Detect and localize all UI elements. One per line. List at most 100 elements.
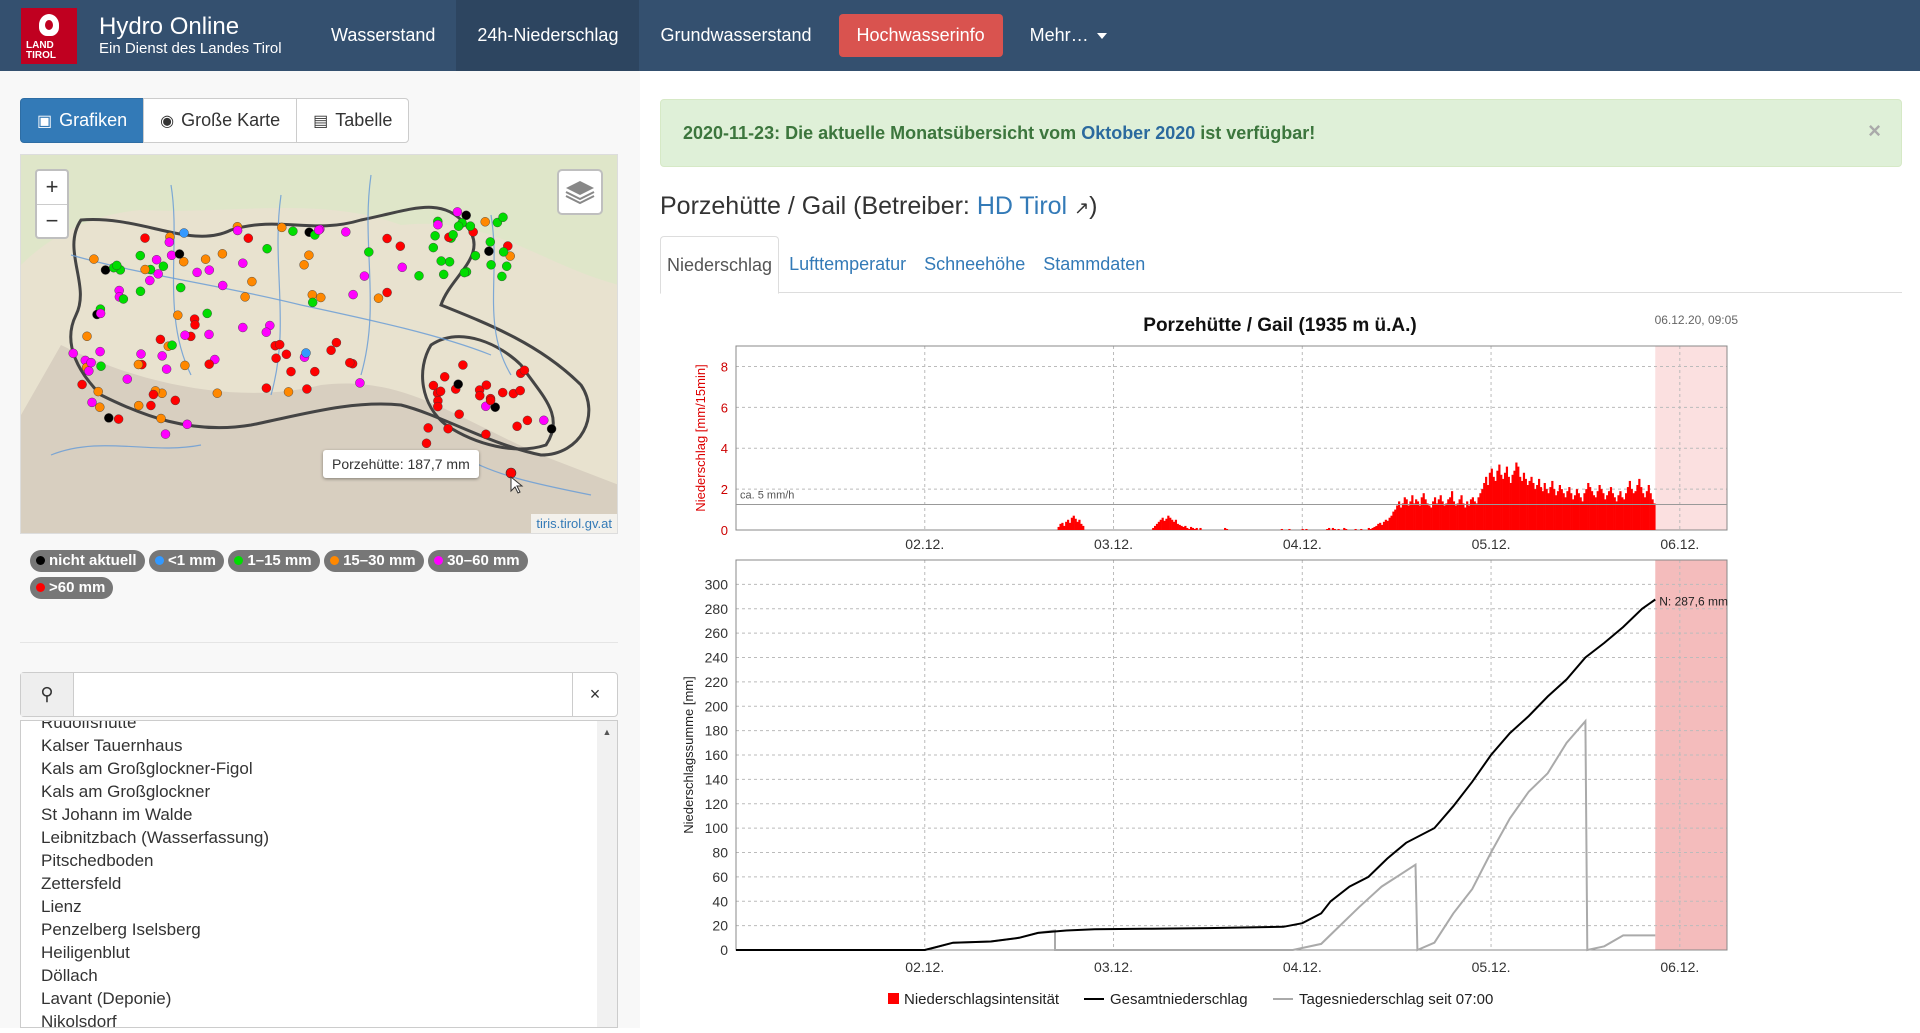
station-marker [140, 264, 150, 275]
precip-bar [1636, 485, 1639, 530]
nav-24h-niederschlag[interactable]: 24h-Niederschlag [456, 0, 640, 71]
nav-wasserstand[interactable]: Wasserstand [331, 25, 436, 45]
station-list-item[interactable]: St Johann im Walde [41, 805, 193, 824]
search-icon: ⚲ [21, 673, 74, 716]
station-marker [454, 409, 464, 419]
precip-bar [1388, 517, 1391, 530]
search-input[interactable] [74, 673, 572, 716]
station-marker [247, 276, 257, 287]
precip-bar [1647, 485, 1650, 530]
zoom-in-button[interactable]: + [45, 174, 59, 199]
precip-bar [1594, 497, 1597, 530]
precip-bar [1541, 491, 1544, 530]
precip-bar [1560, 489, 1563, 530]
station-marker [204, 329, 214, 340]
map-attribution-link[interactable]: tiris.tirol.gv.at [531, 514, 617, 533]
station-list-scrollbar[interactable]: ▲ [597, 721, 617, 1027]
station-list-item[interactable]: Kalser Tauernhaus [41, 736, 183, 755]
precip-bar [1481, 489, 1484, 530]
y-tick-label-bottom: 20 [712, 918, 728, 934]
station-marker [539, 415, 549, 425]
precip-bar [1172, 521, 1176, 530]
alert-date: 2020-11-23: [683, 122, 781, 143]
nav-hochwasserinfo[interactable]: Hochwasserinfo [838, 14, 1003, 57]
station-marker [314, 225, 324, 235]
station-marker [435, 386, 446, 397]
station-marker [546, 424, 557, 434]
precip-bar [1509, 482, 1512, 530]
clear-search-button[interactable]: × [572, 673, 617, 716]
globe-icon: ◉ [160, 112, 175, 130]
scroll-up-icon[interactable]: ▲ [602, 727, 612, 737]
station-list[interactable]: Rudolfshütte Kalser Tauernhaus Kals am Gro… [20, 720, 618, 1028]
precip-bar [1224, 527, 1227, 530]
operator-link[interactable]: HD Tirol [976, 192, 1068, 220]
station-list-item[interactable]: Penzelberg Iselsberg [41, 920, 201, 939]
grafiken-button[interactable]: ▣ Grafiken [20, 98, 145, 143]
station-marker [204, 265, 215, 275]
precip-bar [1399, 507, 1403, 530]
station-map[interactable]: + − Porzehütte: 187,7 mm tiris.tirol.gv.… [20, 154, 618, 534]
alert-link-oktober[interactable]: Oktober 2020 [1081, 122, 1196, 143]
tab-schneehoehe[interactable]: Schneehöhe [924, 254, 1026, 274]
precip-bar [1452, 501, 1456, 530]
precip-bar [1626, 487, 1630, 530]
station-list-item[interactable]: Leibnitzbach (Wasserfassung) [41, 828, 270, 847]
station-marker [502, 261, 512, 271]
station-list-item[interactable]: Lienz [41, 897, 82, 916]
station-list-item[interactable]: Rudolfshütte [41, 720, 137, 732]
station-list-item[interactable]: Lavant (Deponie) [41, 989, 172, 1008]
layers-button[interactable] [557, 169, 603, 215]
precip-bar [1449, 497, 1452, 530]
map-canvas[interactable] [21, 155, 618, 534]
y-tick-label-bottom: 120 [705, 796, 729, 812]
mouse-cursor-icon [510, 475, 524, 494]
legend-badge-15-30: 15–30 mm [324, 550, 424, 572]
brand[interactable]: LAND TIROL Hydro Online Ein Dienst des L… [0, 0, 310, 71]
precip-bar [1606, 495, 1609, 530]
station-list-item[interactable]: Kals am Großglockner-Figol [41, 759, 253, 778]
grosse-karte-button[interactable]: ◉ Große Karte [143, 98, 298, 143]
tabelle-button[interactable]: ▤ Tabelle [296, 98, 410, 143]
precip-bar [1587, 482, 1590, 530]
alert-close-button[interactable]: × [1868, 118, 1881, 143]
precip-bar [1418, 505, 1422, 530]
left-panel: ▣ Grafiken ◉ Große Karte ▤ Tabelle + − P… [0, 71, 640, 1028]
station-marker [452, 207, 463, 217]
precip-bar [1555, 495, 1558, 530]
tab-stammdaten[interactable]: Stammdaten [1043, 254, 1146, 274]
y-tick-label-bottom: 40 [712, 893, 728, 909]
precip-bar [1441, 501, 1444, 530]
x-tick-label-bottom: 02.12. [905, 959, 944, 975]
nav-grundwasserstand[interactable]: Grundwasserstand [660, 25, 812, 45]
precip-bar [1180, 525, 1183, 530]
precip-bar [1649, 493, 1652, 530]
station-marker [458, 360, 468, 370]
tabelle-label: Tabelle [335, 110, 393, 130]
precip-bar [1500, 474, 1503, 530]
station-list-item[interactable]: Nikolsdorf [41, 1012, 117, 1028]
x-tick-label-bottom: 06.12. [1660, 959, 1699, 975]
station-list-item[interactable]: Pitschedboden [41, 851, 154, 870]
station-list-item[interactable]: Kals am Großglockner [41, 782, 211, 801]
station-marker [217, 249, 228, 259]
station-marker [481, 380, 492, 390]
station-marker [153, 269, 163, 279]
station-marker [433, 219, 443, 230]
station-list-item[interactable]: Heiligenblut [41, 943, 130, 962]
tab-lufttemperatur[interactable]: Lufttemperatur [789, 254, 907, 274]
precip-bar [1520, 480, 1524, 530]
y-tick-label-bottom: 240 [705, 650, 729, 666]
precip-bar [1057, 526, 1060, 530]
precip-bar [1059, 523, 1062, 530]
y-tick-label-bottom: 60 [712, 869, 728, 885]
tab-niederschlag[interactable]: Niederschlag [660, 236, 780, 294]
nav-mehr-dropdown[interactable]: Mehr… [1009, 0, 1128, 71]
station-list-item[interactable]: Döllach [41, 966, 98, 985]
station-marker [140, 233, 150, 243]
external-link-icon: ↗ [1074, 198, 1090, 218]
precip-bar [1515, 462, 1518, 530]
zoom-out-button[interactable]: − [37, 204, 67, 237]
station-list-item[interactable]: Zettersfeld [41, 874, 122, 893]
precip-bar [1403, 497, 1406, 530]
